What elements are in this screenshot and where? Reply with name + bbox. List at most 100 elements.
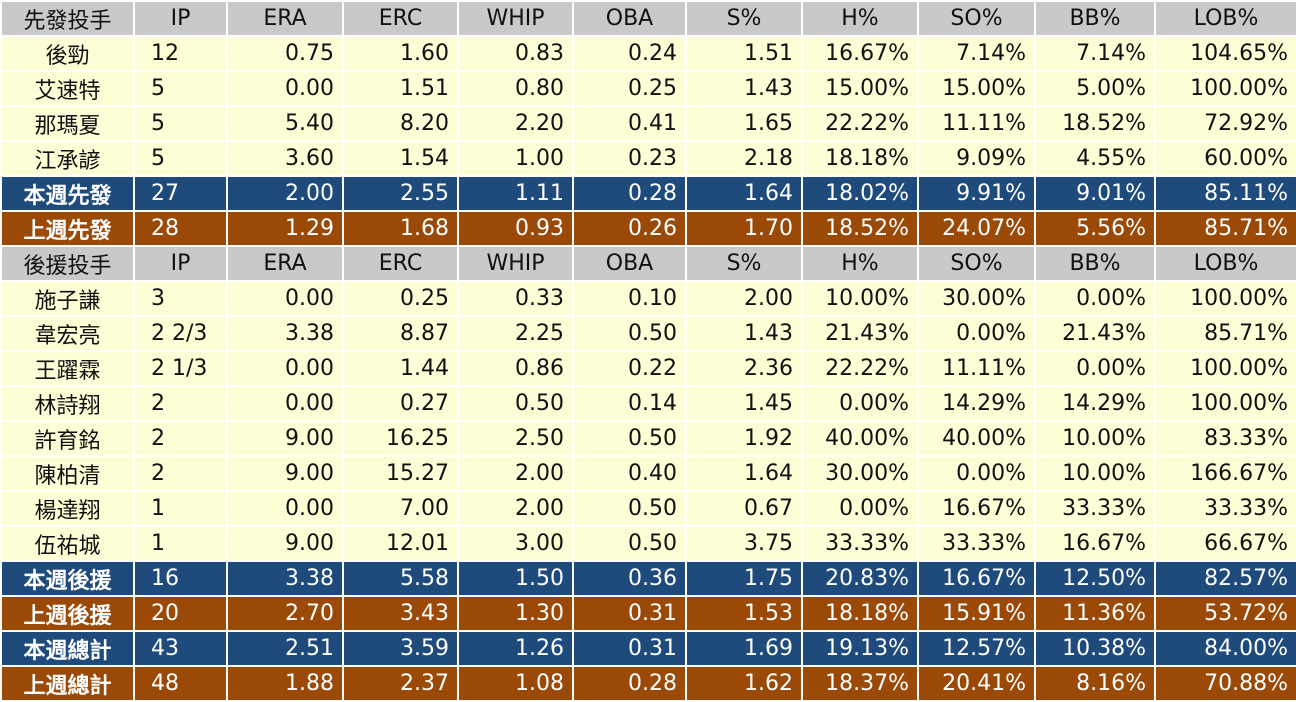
stat-cell: 9.09%: [917, 140, 1036, 177]
column-header-cell: H%: [801, 0, 919, 37]
stat-cell: 1.68: [342, 210, 459, 247]
stat-cell: 28: [133, 210, 228, 247]
stat-cell: 0.00: [226, 385, 344, 422]
stat-cell: 0.36: [572, 560, 687, 597]
stat-cell: 3: [133, 280, 228, 317]
stat-cell: 5.56%: [1034, 210, 1156, 247]
stat-cell: 16.67%: [917, 560, 1036, 597]
stat-cell: 18.37%: [801, 665, 919, 702]
row-label-cell: 後勁: [0, 35, 135, 72]
stat-cell: 0.00%: [801, 490, 919, 527]
pitcher-row: 那瑪夏 5 5.40 8.20 2.20 0.41 1.65 22.22% 11.11% 18.5…: [0, 105, 1296, 142]
row-label-cell: 上週先發: [0, 210, 135, 247]
stat-cell: 33.33%: [801, 525, 919, 562]
stat-cell: 2.00: [457, 455, 574, 492]
row-label-cell: 那瑪夏: [0, 105, 135, 142]
stat-cell: 40.00%: [917, 420, 1036, 457]
stat-cell: 100.00%: [1154, 350, 1296, 387]
stat-cell: 5.00%: [1034, 70, 1156, 107]
stat-cell: 18.18%: [801, 140, 919, 177]
stat-cell: 16: [133, 560, 228, 597]
stat-cell: 0.50: [572, 525, 687, 562]
stat-cell: 0.27: [342, 385, 459, 422]
stat-cell: 20.41%: [917, 665, 1036, 702]
stat-cell: 18.18%: [801, 595, 919, 632]
stat-cell: 0.00%: [917, 455, 1036, 492]
stat-cell: 3.59: [342, 630, 459, 667]
stat-cell: 1.60: [342, 35, 459, 72]
stat-cell: 9.00: [226, 455, 344, 492]
stat-cell: 18.52%: [801, 210, 919, 247]
stat-cell: 0.31: [572, 630, 687, 667]
row-label-cell: 艾速特: [0, 70, 135, 107]
stat-cell: 1.45: [685, 385, 803, 422]
row-label-cell: 上週後援: [0, 595, 135, 632]
stat-cell: 0.33: [457, 280, 574, 317]
stat-cell: 70.88%: [1154, 665, 1296, 702]
last-week-total-row: 上週後援 20 2.70 3.43 1.30 0.31 1.53 18.18% 15.91% 11…: [0, 595, 1296, 632]
stat-cell: 1.62: [685, 665, 803, 702]
stat-cell: 0.14: [572, 385, 687, 422]
stat-cell: 1.54: [342, 140, 459, 177]
stat-cell: 1.50: [457, 560, 574, 597]
header-row: 後援投手 IP ERA ERC WHIP OBA S% H% SO% BB% LOB%: [0, 245, 1296, 282]
pitcher-row: 江承諺 5 3.60 1.54 1.00 0.23 2.18 18.18% 9.09% 4.55%…: [0, 140, 1296, 177]
stat-cell: 1.92: [685, 420, 803, 457]
column-header-cell: SO%: [917, 0, 1036, 37]
pitcher-row: 後勁 12 0.75 1.60 0.83 0.24 1.51 16.67% 7.14% 7.14%…: [0, 35, 1296, 72]
stat-cell: 1.69: [685, 630, 803, 667]
row-label-cell: 林詩翔: [0, 385, 135, 422]
stat-cell: 2.37: [342, 665, 459, 702]
stat-cell: 16.25: [342, 420, 459, 457]
stat-cell: 2.55: [342, 175, 459, 212]
stat-cell: 24.07%: [917, 210, 1036, 247]
stat-cell: 21.43%: [801, 315, 919, 352]
stat-cell: 8.16%: [1034, 665, 1156, 702]
column-header-cell: S%: [685, 0, 803, 37]
stat-cell: 2.00: [685, 280, 803, 317]
column-header-cell: OBA: [572, 245, 687, 282]
stat-cell: 2.20: [457, 105, 574, 142]
row-label-cell: 許育銘: [0, 420, 135, 457]
stat-cell: 1.29: [226, 210, 344, 247]
stat-cell: 33.33%: [1034, 490, 1156, 527]
stat-cell: 0.50: [572, 420, 687, 457]
stat-cell: 11.36%: [1034, 595, 1156, 632]
pitcher-row: 楊達翔 1 0.00 7.00 2.00 0.50 0.67 0.00% 16.67% 33.33…: [0, 490, 1296, 527]
stat-cell: 8.87: [342, 315, 459, 352]
section-title-cell: 先發投手: [0, 0, 135, 37]
stat-cell: 1.75: [685, 560, 803, 597]
column-header-cell: LOB%: [1154, 0, 1296, 37]
stat-cell: 43: [133, 630, 228, 667]
stat-cell: 0.25: [342, 280, 459, 317]
stat-cell: 1.51: [685, 35, 803, 72]
stat-cell: 9.00: [226, 420, 344, 457]
pitcher-row: 王躍霖 2 1/3 0.00 1.44 0.86 0.22 2.36 22.22% 11.11%…: [0, 350, 1296, 387]
pitcher-row: 陳柏清 2 9.00 15.27 2.00 0.40 1.64 30.00% 0.00% 10.0…: [0, 455, 1296, 492]
stat-cell: 7.14%: [1034, 35, 1156, 72]
stat-cell: 0.80: [457, 70, 574, 107]
stat-cell: 0.10: [572, 280, 687, 317]
column-header-cell: BB%: [1034, 0, 1156, 37]
stat-cell: 166.67%: [1154, 455, 1296, 492]
stat-cell: 15.00%: [917, 70, 1036, 107]
stat-cell: 3.38: [226, 560, 344, 597]
stat-cell: 0.75: [226, 35, 344, 72]
stat-cell: 0.50: [572, 315, 687, 352]
stat-cell: 10.00%: [1034, 455, 1156, 492]
stat-cell: 7.00: [342, 490, 459, 527]
stat-cell: 2.51: [226, 630, 344, 667]
stat-cell: 40.00%: [801, 420, 919, 457]
stat-cell: 14.29%: [1034, 385, 1156, 422]
stat-cell: 0.28: [572, 665, 687, 702]
stat-cell: 5: [133, 140, 228, 177]
stat-cell: 20: [133, 595, 228, 632]
stat-cell: 15.27: [342, 455, 459, 492]
stat-cell: 30.00%: [801, 455, 919, 492]
stat-cell: 0.93: [457, 210, 574, 247]
row-label-cell: 本週總計: [0, 630, 135, 667]
stat-cell: 100.00%: [1154, 70, 1296, 107]
stat-cell: 1.08: [457, 665, 574, 702]
stat-cell: 53.72%: [1154, 595, 1296, 632]
stat-cell: 2 2/3: [133, 315, 228, 352]
